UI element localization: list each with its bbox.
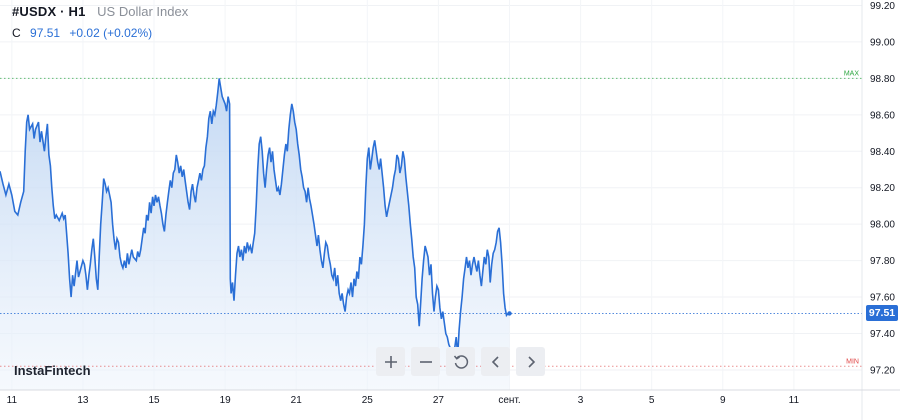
x-tick-label: 19 (220, 395, 232, 406)
x-tick-label: 3 (578, 395, 584, 406)
scroll-left-button[interactable] (481, 347, 510, 376)
change-value: +0.02 (+0.02%) (69, 26, 153, 40)
scroll-right-button[interactable] (516, 347, 545, 376)
y-tick-label: 97.20 (870, 365, 895, 376)
close-label: C (12, 26, 21, 40)
max-label: MAX (844, 70, 860, 77)
y-tick-label: 99.00 (870, 37, 895, 48)
x-tick-label: 5 (649, 395, 655, 406)
chevron-left-icon (491, 355, 499, 368)
y-tick-label: 98.60 (870, 110, 895, 121)
min-label: MIN (846, 358, 859, 365)
x-tick-label: 11 (7, 395, 18, 406)
chevron-right-icon (527, 355, 535, 368)
legend: #USDX · H1 US Dollar Index C 97.51 +0.02… (12, 4, 188, 40)
y-tick-label: 98.00 (870, 220, 895, 231)
y-tick-label: 98.20 (870, 183, 895, 194)
y-tick-label: 97.60 (870, 293, 895, 304)
minus-icon (419, 360, 432, 363)
symbol-label: #USDX · H1 (12, 4, 86, 19)
close-value: 97.51 (30, 26, 61, 40)
x-tick-label: 21 (291, 395, 303, 406)
y-tick-label: 99.20 (870, 1, 895, 12)
y-tick-label: 97.40 (870, 329, 895, 340)
x-tick-label: 9 (720, 395, 726, 406)
x-tick-label: 13 (77, 395, 89, 406)
y-tick-label: 98.80 (870, 74, 895, 85)
brand-logo: InstaFintech (14, 363, 91, 378)
plus-icon (384, 355, 397, 368)
x-tick-label: сент. (498, 395, 520, 406)
zoom-out-button[interactable] (411, 347, 440, 376)
price-line (0, 78, 510, 363)
x-tick-label: 11 (789, 395, 800, 406)
chart-toolbar (376, 347, 545, 376)
symbol-description: US Dollar Index (97, 4, 189, 19)
x-tick-label: 15 (148, 395, 160, 406)
last-price-tag: 97.51 (866, 305, 898, 322)
y-tick-label: 98.40 (870, 147, 895, 158)
last-price-dot (507, 311, 512, 316)
zoom-in-button[interactable] (376, 347, 405, 376)
x-tick-label: 25 (362, 395, 374, 406)
reset-icon (453, 354, 468, 369)
x-tick-label: 27 (433, 395, 445, 406)
y-tick-label: 97.80 (870, 256, 895, 267)
reset-button[interactable] (446, 347, 475, 376)
